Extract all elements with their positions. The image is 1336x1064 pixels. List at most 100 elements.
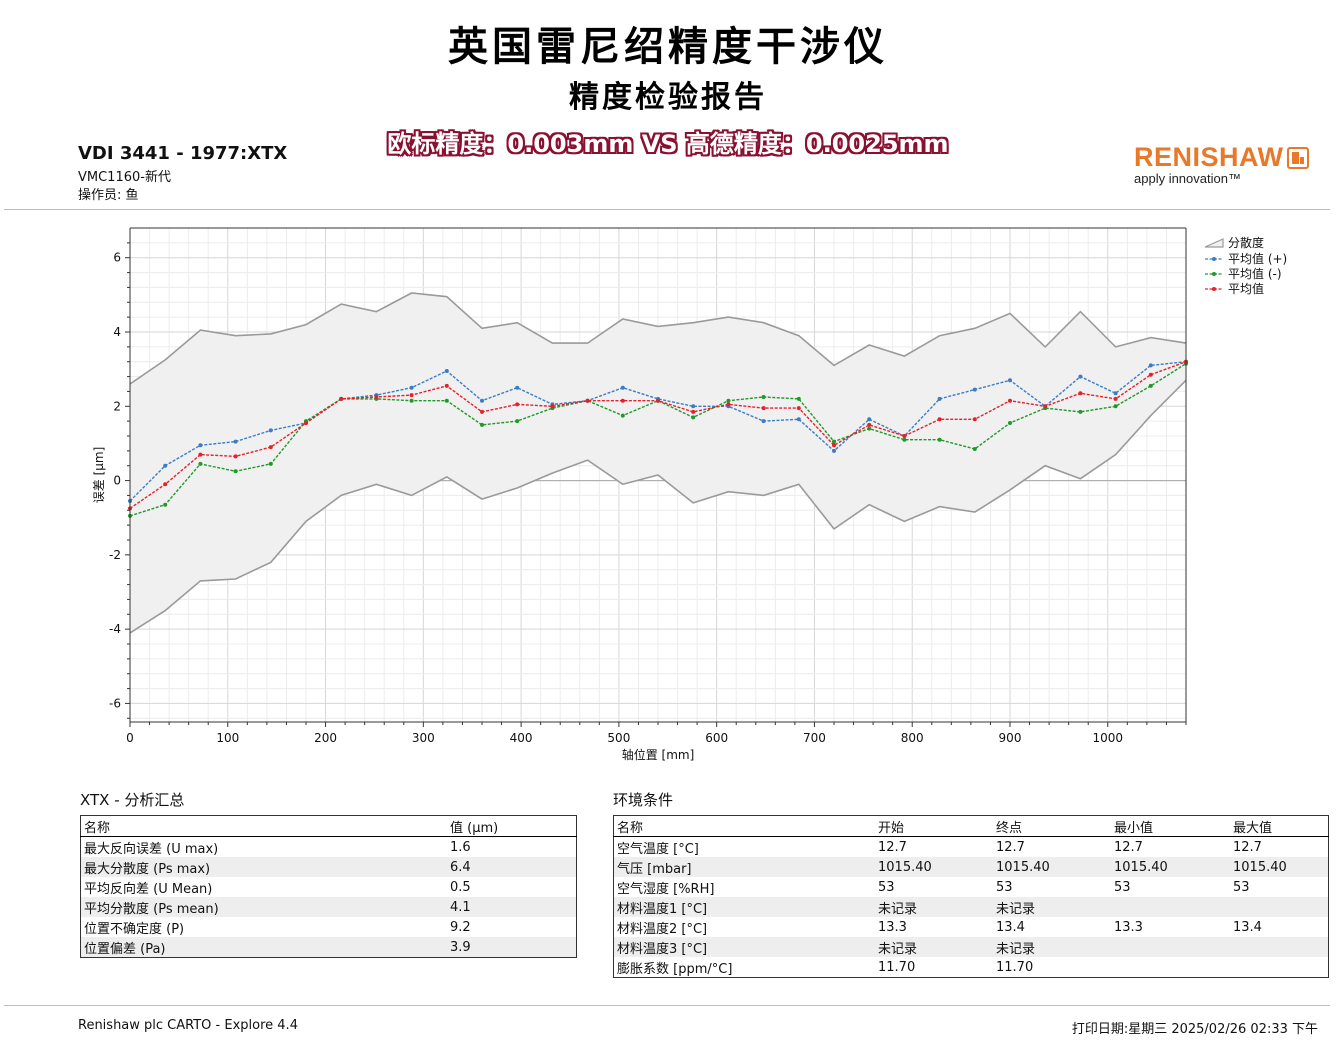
environment-header-cell: 名称 — [613, 815, 875, 837]
series-point-1 — [867, 426, 872, 431]
series-point-2 — [1113, 396, 1118, 401]
environment-row: 材料温度3 [°C] 未记录 未记录 — [613, 937, 1329, 957]
environment-row: 空气温度 [°C] 12.7 12.7 12.7 12.7 — [614, 837, 1329, 858]
series-point-0 — [233, 439, 238, 444]
header-divider — [4, 209, 1330, 210]
x-tick-label: 500 — [607, 731, 630, 745]
series-point-2 — [268, 445, 273, 450]
series-point-0 — [163, 463, 168, 468]
series-point-0 — [937, 396, 942, 401]
environment-cell — [1111, 937, 1230, 957]
legend-label-0: 平均值 (+) — [1228, 251, 1287, 266]
series-point-1 — [480, 422, 484, 427]
legend-swatch-band — [1204, 238, 1224, 248]
series-point-2 — [444, 383, 449, 388]
environment-cell: 未记录 — [875, 897, 993, 917]
y-axis-label: 误差 [μm] — [92, 447, 106, 504]
x-tick-label: 800 — [901, 731, 924, 745]
series-point-2 — [550, 404, 555, 409]
x-tick-label: 400 — [510, 731, 533, 745]
series-point-0 — [444, 369, 449, 373]
summary-cell: 最大反向误差 (U max) — [84, 841, 219, 857]
summary-header-row: 名称值 (μm) — [80, 815, 577, 837]
series-point-2 — [409, 393, 414, 398]
y-tick-label: 4 — [113, 325, 121, 339]
series-point-0 — [796, 417, 801, 422]
x-axis-label: 轴位置 [mm] — [622, 747, 695, 762]
dispersion-band — [129, 292, 1187, 634]
environment-cell: 1015.40 — [1230, 857, 1329, 877]
summary-row: 最大反向误差 (U max) 1.6 — [81, 837, 577, 858]
y-tick-label: 0 — [113, 474, 121, 488]
series-point-2 — [480, 409, 484, 414]
series-point-0 — [268, 428, 273, 433]
renishaw-logo: RENISHAW apply innovation™ — [1134, 142, 1309, 186]
series-point-0 — [480, 398, 484, 403]
legend-label-band: 分散度 — [1228, 235, 1264, 250]
summary-table: 名称值 (μm) 最大反向误差 (U max) 1.6 最大分散度 (Ps max)… — [80, 815, 577, 958]
series-point-2 — [339, 396, 344, 401]
environment-cell: 53 — [878, 879, 895, 895]
summary-cell: 6.4 — [447, 857, 577, 877]
environment-cell — [1230, 937, 1329, 957]
series-point-2 — [1043, 404, 1048, 409]
environment-cell: 12.7 — [1114, 839, 1143, 855]
series-point-1 — [409, 398, 414, 403]
series-point-2 — [937, 417, 942, 422]
summary-row: 位置不确定度 (P) 9.2 — [81, 917, 577, 937]
series-point-1 — [726, 398, 731, 403]
series-point-1 — [163, 502, 168, 507]
environment-cell: 53 — [1233, 879, 1250, 895]
x-tick-label: 900 — [999, 731, 1022, 745]
series-point-2 — [726, 402, 731, 407]
report-subtitle: 精度检验报告 — [569, 80, 767, 115]
series-point-1 — [233, 469, 238, 474]
series-point-1 — [761, 395, 766, 399]
summary-row: 平均反向差 (U Mean) 0.5 — [81, 877, 577, 897]
environment-header-cell: 最大值 — [1230, 815, 1329, 837]
series-point-2 — [374, 395, 379, 399]
series-point-0 — [972, 387, 977, 392]
series-point-2 — [867, 422, 872, 427]
environment-cell: 12.7 — [878, 839, 907, 855]
series-point-0 — [1148, 363, 1153, 368]
series-point-2 — [198, 452, 203, 457]
series-point-0 — [198, 443, 203, 448]
environment-cell: 材料温度1 [°C] — [613, 897, 875, 917]
series-point-2 — [656, 398, 660, 403]
series-point-1 — [1078, 409, 1083, 414]
x-tick-label: 100 — [216, 731, 239, 745]
environment-cell: 1015.40 — [875, 857, 993, 877]
series-point-0 — [1008, 378, 1012, 383]
environment-cell: 未记录 — [875, 937, 993, 957]
summary-title: XTX - 分析汇总 — [80, 791, 185, 809]
legend-marker-0 — [1212, 257, 1216, 261]
environment-row: 材料温度1 [°C] 未记录 未记录 — [613, 897, 1329, 917]
environment-cell: 材料温度2 [°C] — [617, 921, 708, 937]
series-point-0 — [867, 417, 872, 422]
footer-divider — [4, 1005, 1330, 1006]
y-tick-label: -2 — [109, 548, 121, 562]
series-point-2 — [233, 454, 238, 459]
series-point-1 — [796, 396, 801, 401]
summary-cell: 4.1 — [447, 897, 577, 917]
environment-cell: 13.4 — [1233, 919, 1262, 935]
series-point-2 — [304, 421, 308, 425]
logo-emblem-icon — [1286, 146, 1309, 169]
series-point-2 — [1148, 372, 1153, 377]
summary-cell: 1.6 — [450, 839, 471, 855]
environment-row: 材料温度2 [°C] 13.3 13.4 13.3 13.4 — [614, 917, 1329, 937]
operator-label: 操作员: 鱼 — [78, 188, 139, 203]
environment-cell: 膨胀系数 [ppm/°C] — [617, 961, 733, 977]
series-point-2 — [761, 406, 766, 411]
error-chart: 0 100 200 300 400 500 600 700 800 900 1000 -6 -4 -2 0 2… — [92, 227, 1287, 762]
series-point-0 — [409, 385, 414, 390]
environment-cell — [1111, 897, 1230, 917]
environment-cell: 1015.40 — [1111, 857, 1230, 877]
series-point-0 — [761, 419, 766, 424]
series-point-1 — [444, 398, 449, 403]
series-point-2 — [585, 398, 590, 403]
series-point-2 — [515, 402, 520, 407]
series-point-2 — [691, 409, 696, 414]
